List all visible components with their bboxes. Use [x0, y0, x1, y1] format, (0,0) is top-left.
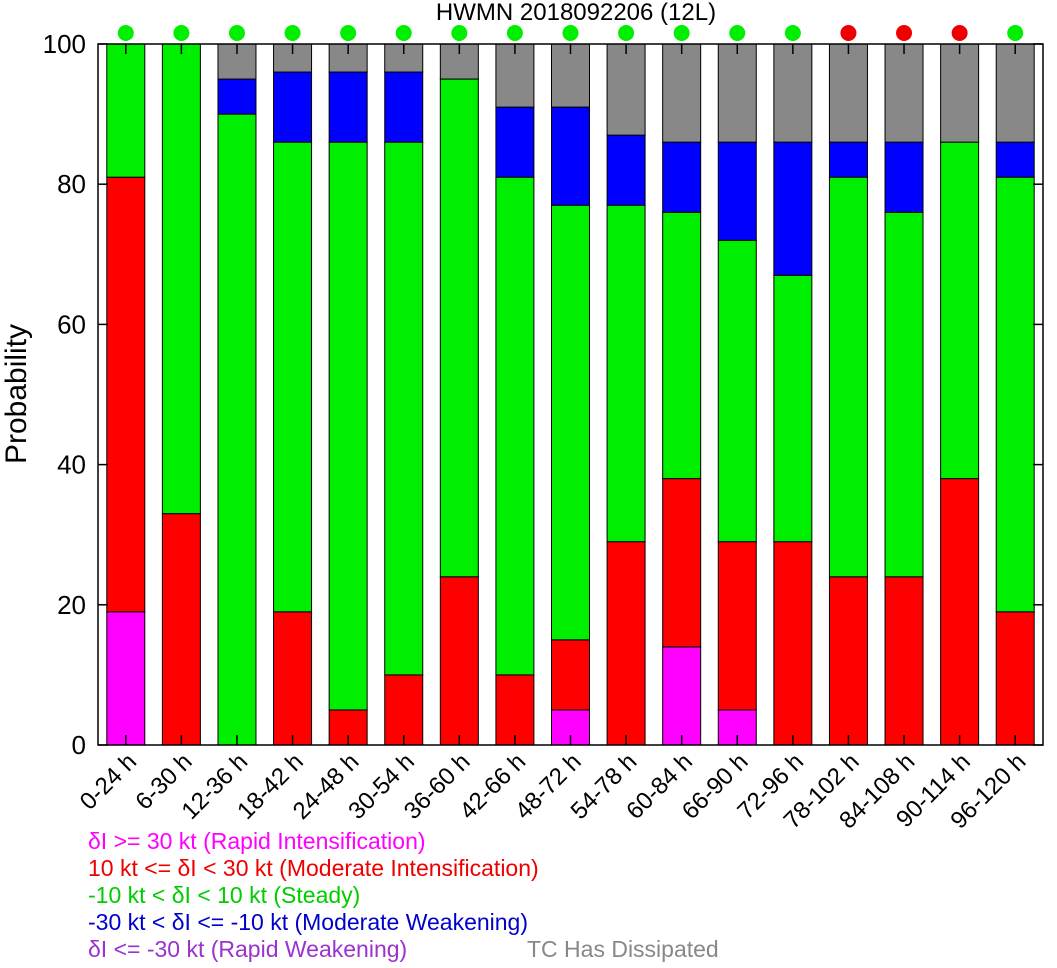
status-dot-red	[896, 25, 913, 41]
bar-steady-13	[828, 176, 868, 578]
bar-group	[106, 43, 1035, 746]
bar-moderate_weakening-4	[328, 71, 368, 143]
bar-steady-16	[995, 176, 1035, 613]
bar-steady-5	[384, 141, 424, 676]
status-dot-green	[562, 25, 579, 41]
bar-moderate_intensification-5	[384, 674, 424, 746]
bar-moderate_weakening-2	[217, 78, 257, 115]
bar-moderate_weakening-13	[828, 141, 868, 178]
y-tick-label: 80	[57, 169, 86, 199]
bar-steady-1	[161, 43, 201, 515]
bar-moderate_intensification-1	[161, 513, 201, 746]
bar-steady-11	[717, 239, 757, 543]
bar-tc_dissipated-12	[773, 43, 813, 143]
status-dot-group	[117, 25, 1024, 41]
bar-moderate_weakening-10	[662, 141, 702, 213]
bar-steady-8	[551, 204, 590, 641]
legend-rapid-intensification: δI >= 30 kt (Rapid Intensification)	[88, 828, 426, 854]
y-tick-label: 60	[57, 309, 86, 339]
y-tick-label: 20	[57, 590, 86, 620]
bar-steady-3	[273, 141, 313, 613]
bar-moderate_weakening-12	[773, 141, 813, 276]
legend-moderate-weakening: -30 kt < δI <= -10 kt (Moderate Weakenin…	[88, 909, 529, 935]
y-tick-label: 100	[43, 29, 86, 59]
bar-steady-9	[606, 204, 646, 543]
y-tick-label: 40	[57, 450, 86, 480]
status-dot-green	[618, 25, 635, 41]
bar-moderate_intensification-13	[828, 576, 868, 746]
bar-moderate_weakening-14	[884, 141, 924, 213]
status-dot-green	[395, 25, 412, 41]
status-dot-red	[951, 25, 968, 41]
status-dot-green	[784, 25, 801, 41]
bar-rapid_intensification-10	[662, 646, 702, 746]
chart-title: HWMN 2018092206 (12L)	[436, 0, 716, 26]
bar-tc_dissipated-15	[940, 43, 980, 143]
bar-moderate_weakening-11	[717, 141, 757, 241]
bar-moderate_intensification-12	[773, 541, 813, 746]
bar-steady-6	[439, 78, 479, 578]
legend-moderate-intensification: 10 kt <= δI < 30 kt (Moderate Intensific…	[88, 855, 539, 881]
bar-steady-2	[217, 113, 257, 746]
bar-moderate_intensification-11	[717, 541, 757, 711]
y-tick-label: 0	[72, 730, 86, 760]
bar-moderate_weakening-3	[273, 71, 313, 143]
status-dot-green	[1007, 25, 1024, 41]
bar-moderate_intensification-6	[439, 576, 479, 746]
bar-tc_dissipated-5	[384, 43, 424, 73]
bar-steady-7	[495, 176, 535, 676]
bar-moderate_weakening-5	[384, 71, 424, 143]
bar-steady-12	[773, 274, 813, 543]
bar-moderate_intensification-14	[884, 576, 924, 746]
bar-tc_dissipated-16	[995, 43, 1035, 143]
y-axis-label: Probability	[0, 324, 33, 464]
bar-tc_dissipated-10	[662, 43, 702, 143]
bar-steady-14	[884, 211, 924, 578]
bar-rapid_intensification-0	[106, 611, 146, 746]
bar-steady-15	[940, 141, 980, 480]
bar-moderate_intensification-9	[606, 541, 646, 746]
bar-moderate_intensification-16	[995, 611, 1035, 746]
status-dot-green	[117, 25, 134, 41]
bar-moderate_intensification-3	[273, 611, 313, 746]
bar-moderate_weakening-8	[551, 106, 590, 206]
legend-rapid-weakening: δI <= -30 kt (Rapid Weakening)	[88, 936, 408, 962]
legend-steady: -10 kt < δI < 10 kt (Steady)	[88, 882, 361, 908]
bar-tc_dissipated-13	[828, 43, 868, 143]
bar-moderate_weakening-9	[606, 134, 646, 206]
status-dot-green	[228, 25, 245, 41]
status-dot-green	[451, 25, 468, 41]
bar-moderate_intensification-10	[662, 478, 702, 648]
bar-steady-4	[328, 141, 368, 711]
bar-moderate_intensification-8	[551, 639, 590, 711]
status-dot-green	[729, 25, 746, 41]
status-dot-green	[173, 25, 190, 41]
bar-tc_dissipated-8	[551, 43, 590, 108]
bar-steady-10	[662, 211, 702, 480]
bar-steady-0	[106, 43, 146, 178]
bar-moderate_weakening-7	[495, 106, 535, 178]
plot-frame	[97, 43, 1044, 746]
status-dot-green	[506, 25, 523, 41]
bar-tc_dissipated-11	[717, 43, 757, 143]
legend-tc-dissipated: TC Has Dissipated	[527, 936, 719, 962]
status-dot-green	[673, 25, 690, 41]
bar-moderate_intensification-15	[940, 478, 980, 746]
bar-moderate_intensification-0	[106, 176, 146, 613]
y-axis-ticks: 0 20 40 60 80 100	[43, 29, 1043, 760]
bar-tc_dissipated-7	[495, 43, 535, 108]
status-dot-red	[840, 25, 857, 41]
status-dot-green	[284, 25, 301, 41]
bar-moderate_intensification-7	[495, 674, 535, 746]
bar-moderate_weakening-16	[995, 141, 1035, 178]
bar-tc_dissipated-9	[606, 43, 646, 136]
bar-tc_dissipated-14	[884, 43, 924, 143]
status-dot-green	[340, 25, 357, 41]
bar-tc_dissipated-4	[328, 43, 368, 73]
